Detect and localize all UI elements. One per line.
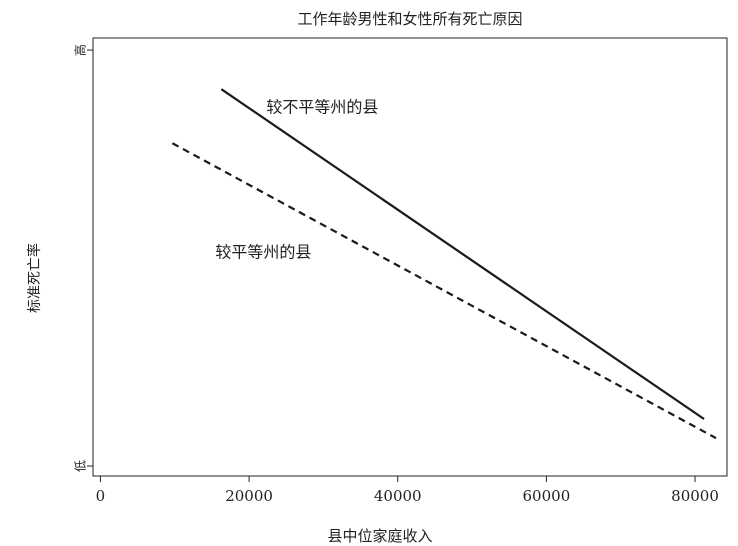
x-tick-label: 80000 <box>671 487 719 505</box>
chart-title: 工作年龄男性和女性所有死亡原因 <box>297 10 522 28</box>
x-tick-label: 40000 <box>374 487 422 505</box>
y-axis-label: 标准死亡率 <box>26 243 43 313</box>
plot-frame <box>92 37 728 477</box>
x-axis-label: 县中位家庭收入 <box>327 527 432 545</box>
x-tick-label: 0 <box>96 487 106 505</box>
y-tick-label: 低 <box>74 460 88 472</box>
x-tick-label: 60000 <box>523 487 571 505</box>
series-label: 较平等州的县 <box>215 243 311 262</box>
series-label: 较不平等州的县 <box>266 98 378 117</box>
y-tick-label: 高 <box>73 44 88 56</box>
series-line <box>220 88 705 420</box>
x-tick-label: 20000 <box>225 487 273 505</box>
series-line <box>171 142 717 440</box>
